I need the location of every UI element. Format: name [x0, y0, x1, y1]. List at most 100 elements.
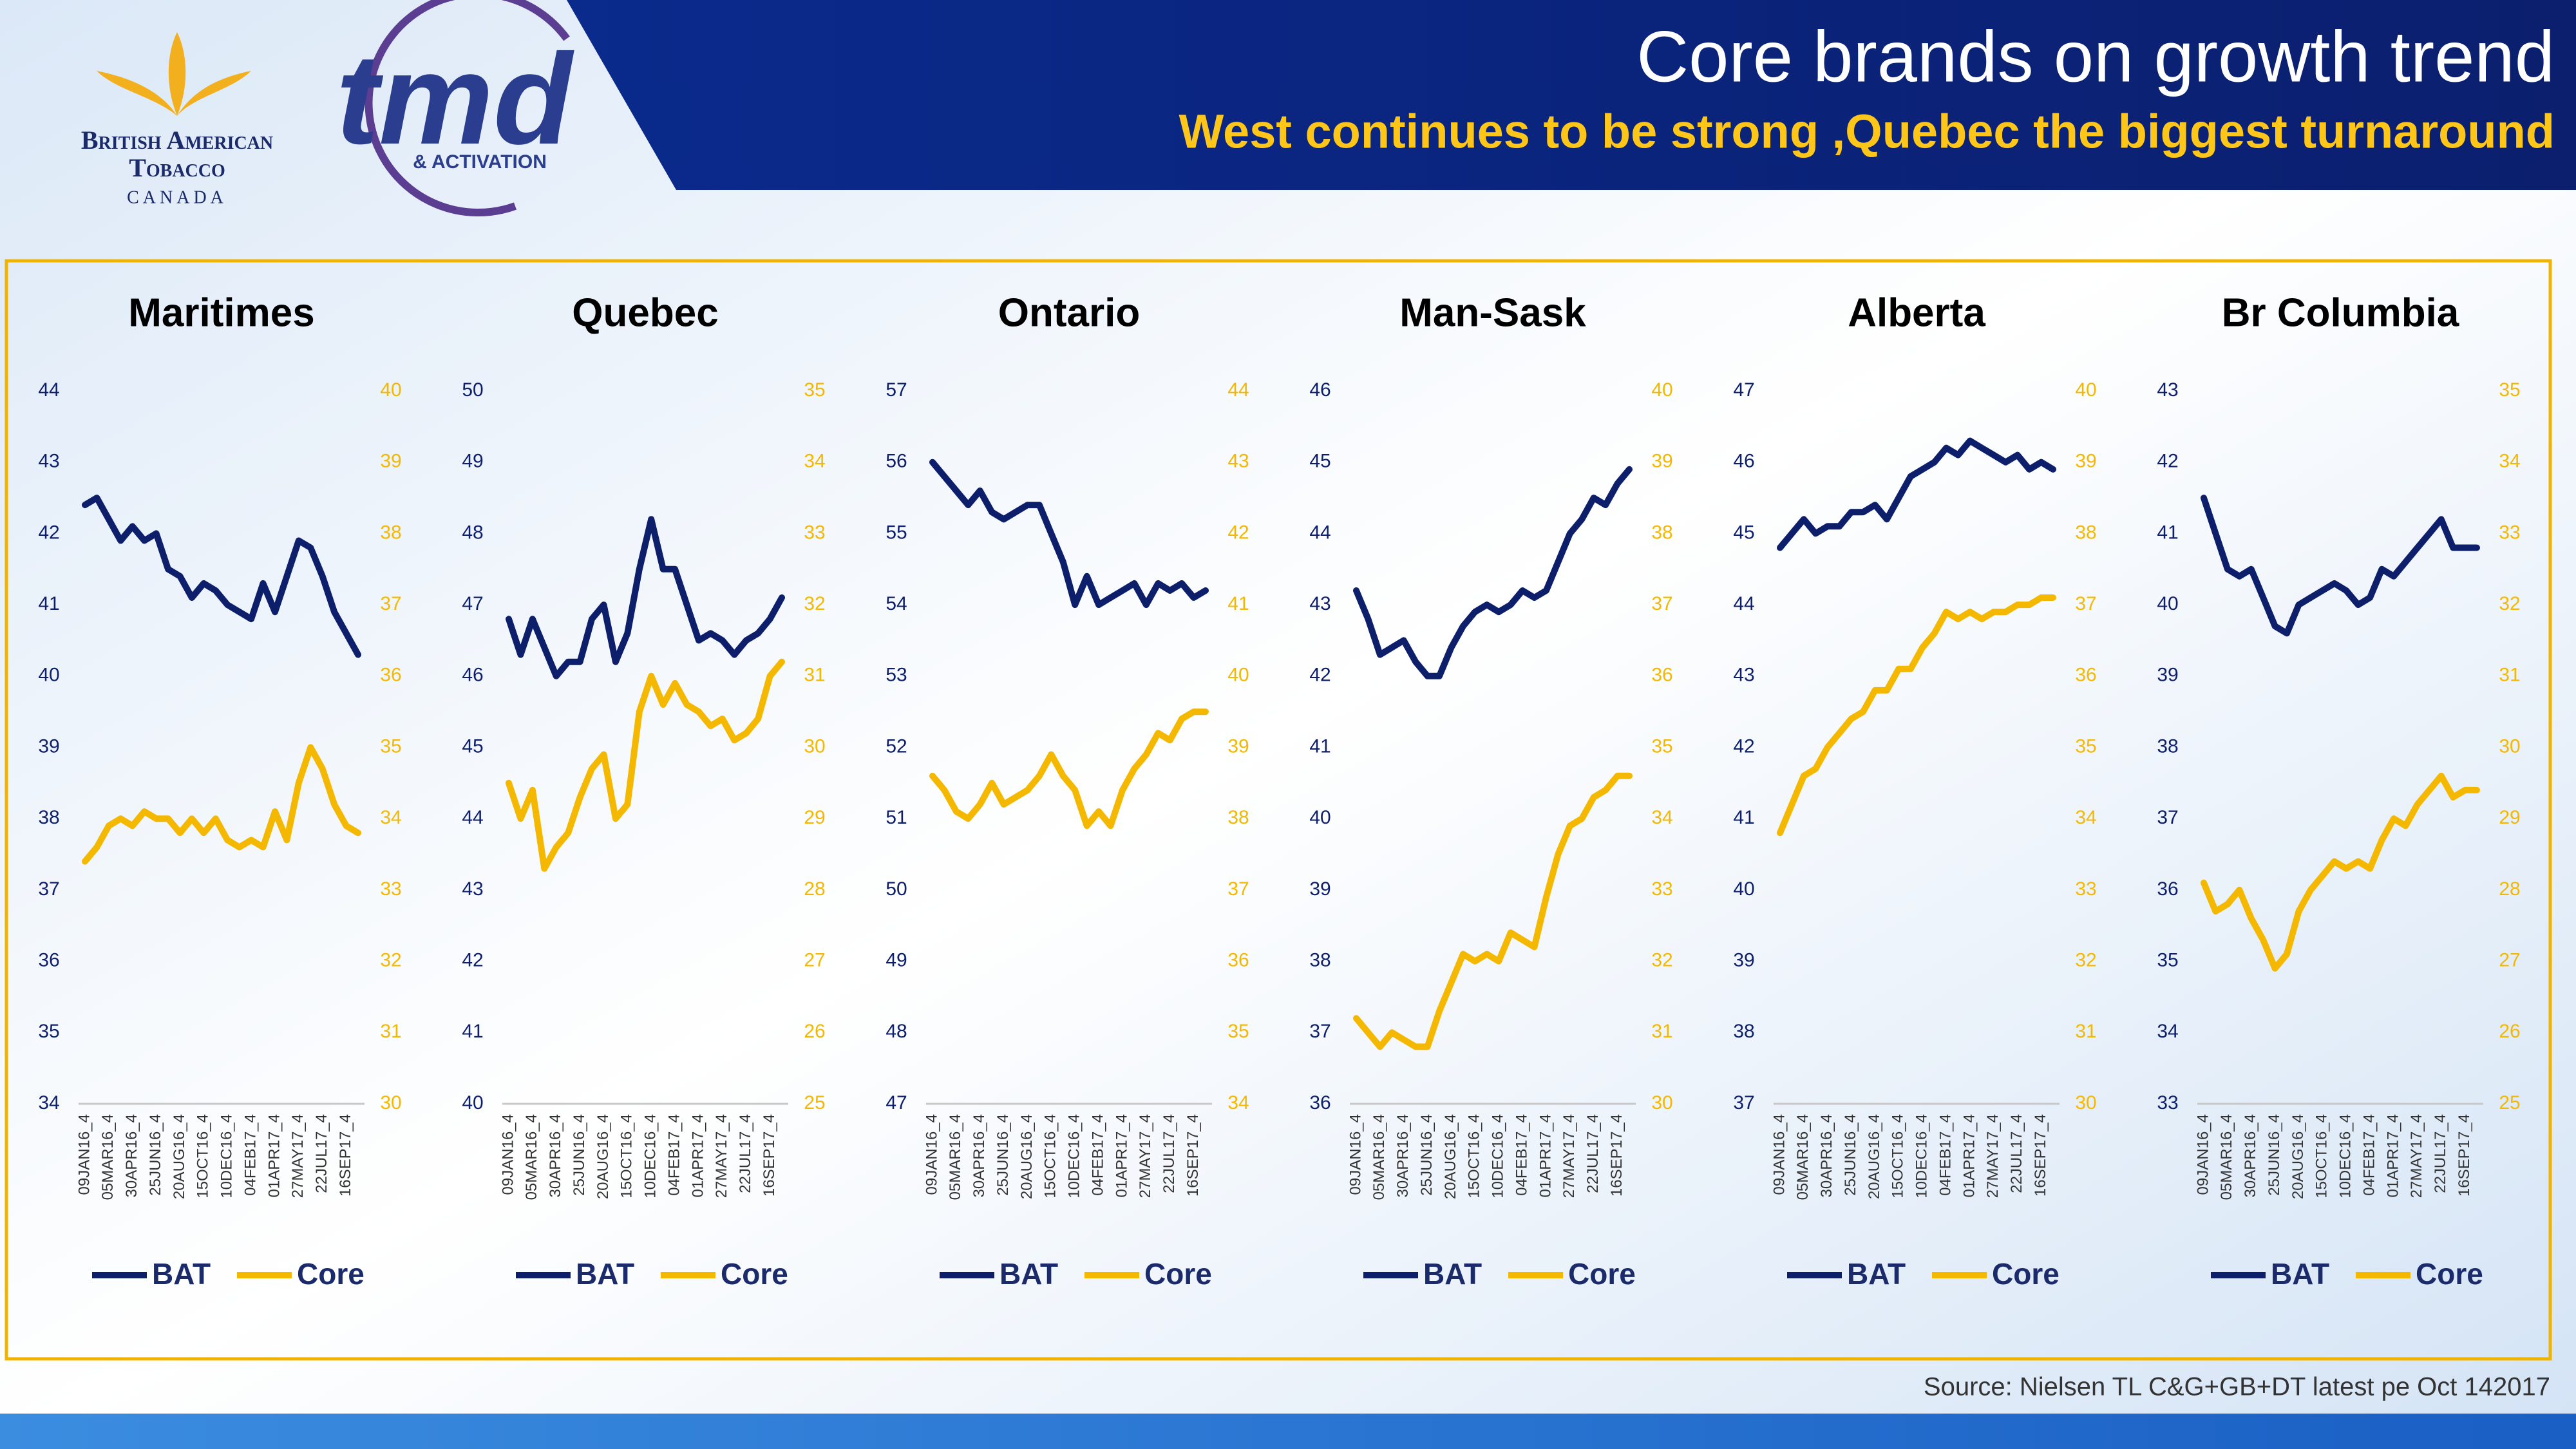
- y-tick-label: 44: [1309, 522, 1331, 543]
- y2-tick-label: 35: [2499, 379, 2520, 401]
- chart-frame: [5, 259, 2552, 1361]
- y-tick-label: 37: [1733, 1092, 1754, 1113]
- y-tick-label: 42: [1733, 735, 1754, 757]
- x-tick-label: 05MAR16_4: [2218, 1114, 2235, 1200]
- y2-tick-label: 33: [804, 522, 825, 543]
- y2-tick-label: 26: [2499, 1021, 2520, 1042]
- y2-tick-label: 40: [2075, 379, 2096, 401]
- y-tick-label: 40: [1733, 878, 1754, 900]
- y-tick-label: 38: [1733, 1021, 1754, 1042]
- y-tick-label: 34: [2157, 1021, 2178, 1042]
- x-tick-label: 30APR16_4: [971, 1114, 988, 1197]
- y-tick-label: 35: [2157, 950, 2178, 971]
- header-band: [567, 0, 2576, 190]
- x-tick-label: 25JUN16_4: [147, 1114, 164, 1196]
- y-tick-label: 38: [38, 807, 59, 828]
- y-tick-label: 42: [1309, 665, 1331, 686]
- x-tick-label: 01APR17_4: [2384, 1114, 2401, 1197]
- y2-tick-label: 39: [1651, 451, 1672, 472]
- y2-tick-label: 34: [380, 807, 401, 828]
- bat-leaf: [97, 32, 251, 116]
- x-tick-label: 05MAR16_4: [99, 1114, 117, 1200]
- y-tick-label: 36: [1309, 1092, 1331, 1113]
- x-tick-label: 30APR16_4: [2242, 1114, 2259, 1197]
- x-tick-label: 10DEC16_4: [1066, 1114, 1083, 1198]
- y2-tick-label: 37: [1227, 878, 1249, 900]
- legend-label: Core: [297, 1257, 365, 1291]
- x-tick-label: 30APR16_4: [1394, 1114, 1412, 1197]
- y2-tick-label: 30: [2499, 735, 2520, 757]
- y-tick-label: 41: [1309, 735, 1331, 757]
- y2-tick-label: 37: [380, 593, 401, 614]
- y-tick-label: 46: [1309, 379, 1331, 401]
- y2-tick-label: 38: [380, 522, 401, 543]
- x-tick-label: 01APR17_4: [1960, 1114, 1978, 1197]
- chart-title: Man-Sask: [1399, 290, 1586, 335]
- x-tick-label: 27MAY17_4: [1984, 1114, 2002, 1198]
- x-tick-label: 09JAN16_4: [923, 1114, 940, 1195]
- chart-title: Maritimes: [128, 290, 314, 335]
- x-tick-label: 25JUN16_4: [994, 1114, 1012, 1196]
- x-tick-label: 09JAN16_4: [499, 1114, 516, 1195]
- line-bat: [1353, 466, 1633, 679]
- x-tick-label: 25JUN16_4: [1418, 1114, 1435, 1196]
- y2-tick-label: 30: [1651, 1092, 1672, 1113]
- y2-tick-label: 34: [1227, 1092, 1249, 1113]
- x-tick-label: 09JAN16_4: [1347, 1114, 1364, 1195]
- source-note: Source: Nielsen TL C&G+GB+DT latest pe O…: [1924, 1373, 2550, 1401]
- x-tick-label: 27MAY17_4: [2408, 1114, 2425, 1198]
- y-tick-label: 48: [886, 1021, 907, 1042]
- y2-tick-label: 26: [804, 1021, 825, 1042]
- line-core: [929, 708, 1209, 829]
- y2-tick-label: 32: [1651, 950, 1672, 971]
- legend-label: BAT: [999, 1257, 1058, 1291]
- x-tick-label: 04FEB17_4: [665, 1114, 683, 1196]
- y-tick-label: 45: [462, 735, 483, 757]
- x-tick-label: 05MAR16_4: [1370, 1114, 1388, 1200]
- y-tick-label: 43: [38, 451, 59, 472]
- y-tick-label: 45: [1309, 451, 1331, 472]
- y-tick-label: 33: [2157, 1092, 2178, 1113]
- legend-label: Core: [1568, 1257, 1636, 1291]
- y-tick-label: 47: [462, 593, 483, 614]
- x-tick-label: 22JUL17_4: [737, 1114, 754, 1193]
- y-tick-label: 53: [886, 665, 907, 686]
- x-tick-label: 16SEP17_4: [761, 1114, 778, 1197]
- x-tick-label: 27MAY17_4: [1137, 1114, 1154, 1198]
- y-tick-label: 43: [1733, 665, 1754, 686]
- line-bat: [82, 495, 361, 658]
- x-tick-label: 09JAN16_4: [2194, 1114, 2211, 1195]
- x-tick-label: 01APR17_4: [265, 1114, 283, 1197]
- y2-tick-label: 32: [2499, 593, 2520, 614]
- x-tick-label: 25JUN16_4: [2266, 1114, 2283, 1196]
- y-tick-label: 42: [2157, 451, 2178, 472]
- y2-tick-label: 38: [1651, 522, 1672, 543]
- y2-tick-label: 35: [1651, 735, 1672, 757]
- x-tick-label: 20AUG16_4: [594, 1114, 612, 1199]
- x-tick-label: 15OCT16_4: [2313, 1114, 2331, 1198]
- y-tick-label: 44: [462, 807, 483, 828]
- y2-tick-label: 36: [2075, 665, 2096, 686]
- y-tick-label: 44: [38, 379, 59, 401]
- y2-tick-label: 34: [2075, 807, 2096, 828]
- y2-tick-label: 34: [1651, 807, 1672, 828]
- tmd-logo: tmd: [336, 28, 574, 171]
- y-tick-label: 35: [38, 1021, 59, 1042]
- y2-tick-label: 31: [1651, 1021, 1672, 1042]
- y2-tick-label: 36: [380, 665, 401, 686]
- line-core: [1353, 772, 1633, 1050]
- y2-tick-label: 31: [380, 1021, 401, 1042]
- y2-tick-label: 40: [380, 379, 401, 401]
- y2-tick-label: 27: [2499, 950, 2520, 971]
- y-tick-label: 54: [886, 593, 907, 614]
- y2-tick-label: 32: [380, 950, 401, 971]
- y-tick-label: 37: [1309, 1021, 1331, 1042]
- y2-tick-label: 31: [2499, 665, 2520, 686]
- x-tick-label: 22JUL17_4: [1584, 1114, 1602, 1193]
- y-tick-label: 50: [462, 379, 483, 401]
- slide-subtitle: West continues to be strong ,Quebec the …: [1179, 105, 2555, 158]
- line-core: [506, 658, 785, 872]
- x-tick-label: 15OCT16_4: [618, 1114, 636, 1198]
- y2-tick-label: 41: [1227, 593, 1249, 614]
